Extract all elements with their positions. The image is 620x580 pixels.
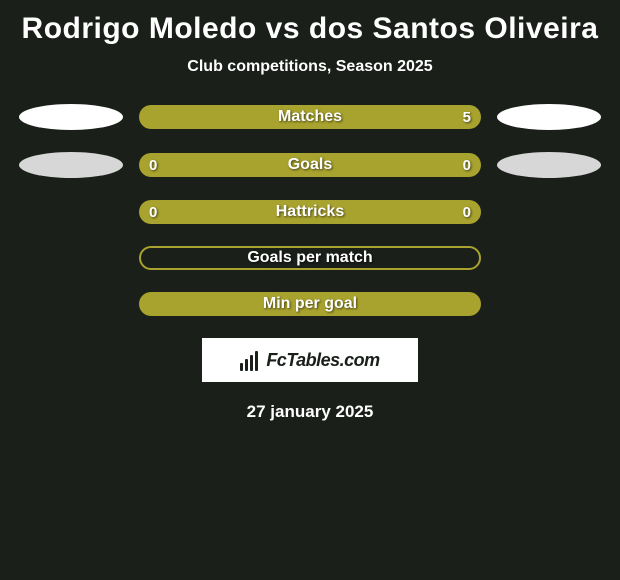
stat-value-left: 0	[149, 204, 157, 221]
stat-label: Min per goal	[263, 295, 357, 313]
stat-rows: Matches 5 0 Goals 0 0 Hattricks 0 Goals per matc…	[0, 104, 620, 316]
stat-value-right: 5	[463, 109, 471, 126]
stat-bar: 0 Hattricks 0	[139, 200, 481, 224]
left-side	[15, 152, 127, 178]
right-side	[493, 104, 605, 130]
stat-label: Goals	[288, 156, 332, 174]
logo-text: FcTables.com	[266, 350, 379, 371]
stat-label: Matches	[278, 108, 342, 126]
subtitle: Club competitions, Season 2025	[0, 58, 620, 104]
stat-value-right: 0	[463, 204, 471, 221]
stat-label: Goals per match	[247, 249, 372, 267]
stat-value-right: 0	[463, 157, 471, 174]
stat-value-left: 0	[149, 157, 157, 174]
player-b-ellipse	[497, 152, 601, 178]
stat-bar: Matches 5	[139, 105, 481, 129]
player-a-ellipse	[19, 104, 123, 130]
logo-box: FcTables.com	[202, 338, 418, 382]
date-text: 27 january 2025	[0, 402, 620, 422]
bar-chart-icon	[240, 349, 262, 371]
left-side	[15, 104, 127, 130]
stat-row: 0 Goals 0	[8, 152, 612, 178]
stat-bar: 0 Goals 0	[139, 153, 481, 177]
stat-bar: Goals per match	[139, 246, 481, 270]
stat-bar: Min per goal	[139, 292, 481, 316]
player-a-ellipse	[19, 152, 123, 178]
stat-row: 0 Hattricks 0	[8, 200, 612, 224]
stat-row: Min per goal	[8, 292, 612, 316]
stat-row: Matches 5	[8, 104, 612, 130]
stat-row: Goals per match	[8, 246, 612, 270]
page-title: Rodrigo Moledo vs dos Santos Oliveira	[0, 8, 620, 58]
comparison-infographic: Rodrigo Moledo vs dos Santos Oliveira Cl…	[0, 0, 620, 422]
player-b-ellipse	[497, 104, 601, 130]
stat-label: Hattricks	[276, 203, 344, 221]
right-side	[493, 152, 605, 178]
